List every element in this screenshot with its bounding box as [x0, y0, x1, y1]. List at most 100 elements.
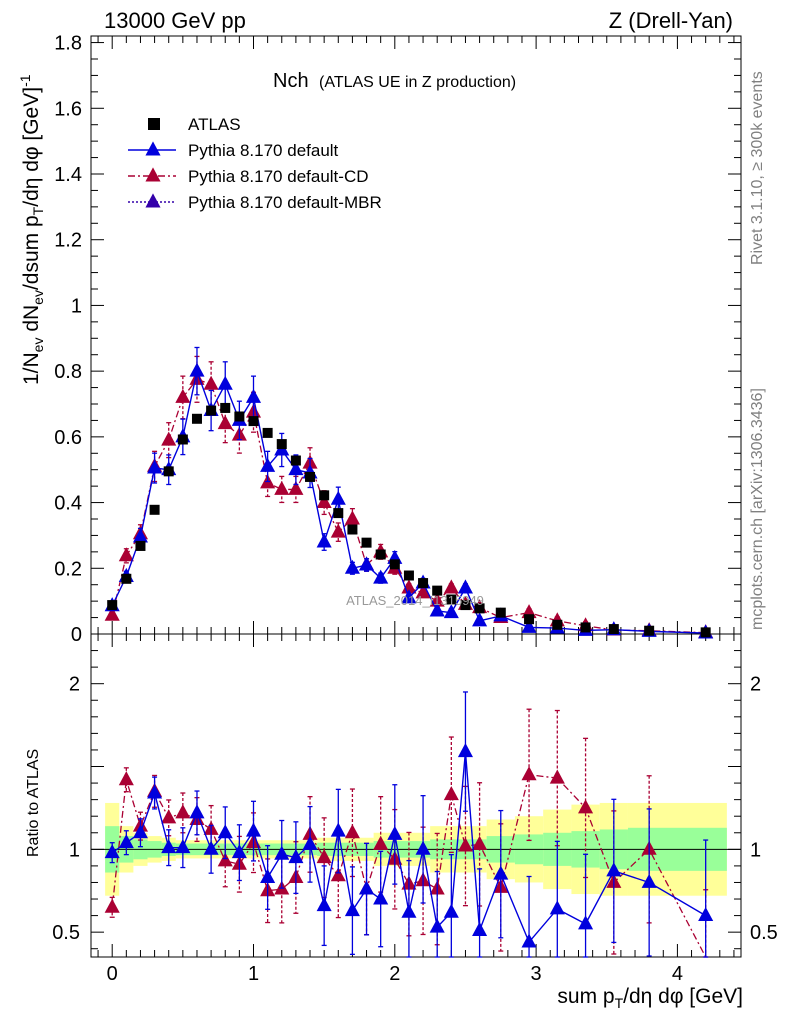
- series-line-default: [111, 368, 706, 634]
- point-default-cd: [415, 584, 431, 599]
- point-atlas: [418, 578, 429, 589]
- point-atlas: [495, 607, 506, 618]
- legend-marker-2: [145, 167, 161, 182]
- ratio-point-default: [373, 890, 389, 905]
- point-atlas: [121, 573, 132, 584]
- point-default: [457, 579, 473, 594]
- ratio-point-default: [260, 868, 276, 883]
- point-atlas: [319, 490, 330, 501]
- y-tick-label-main: 1.8: [54, 33, 82, 55]
- point-default: [472, 612, 488, 627]
- x-tick-label: 2: [389, 963, 400, 985]
- ratio-point-default: [493, 865, 509, 880]
- ratio-point-default: [104, 844, 120, 859]
- point-default: [217, 375, 233, 390]
- point-atlas: [361, 537, 372, 548]
- legend-marker-1: [145, 141, 161, 156]
- point-default-cd: [274, 480, 290, 495]
- y-tick-label-main: 1.6: [54, 98, 82, 120]
- ratio-point-default-cd: [521, 766, 537, 781]
- point-default: [245, 388, 262, 403]
- ratio-point-default-cd: [457, 837, 473, 852]
- ratio-point-default-cd: [161, 809, 177, 824]
- point-default-cd: [316, 493, 332, 509]
- series-line-default-cd: [111, 378, 706, 634]
- legend-label-1: Pythia 8.170 default: [188, 141, 339, 160]
- ratio-point-default: [472, 921, 488, 936]
- point-atlas: [220, 402, 231, 413]
- ratio-point-default-cd: [217, 852, 233, 867]
- y-tick-label-ratio: 2: [69, 674, 80, 696]
- ratio-point-default: [443, 903, 459, 918]
- point-default: [373, 569, 389, 584]
- point-atlas: [276, 439, 287, 450]
- y-tick-label-main: 0.2: [54, 558, 82, 580]
- data-series: [104, 346, 714, 958]
- ratio-point-default: [175, 839, 191, 854]
- point-default-cd: [443, 579, 459, 594]
- point-default: [521, 618, 537, 633]
- point-default: [330, 490, 346, 505]
- point-atlas: [474, 603, 485, 614]
- x-tick-label: 3: [531, 963, 542, 985]
- ratio-point-default: [344, 902, 360, 917]
- ratio-point-default: [457, 743, 473, 758]
- point-atlas: [234, 411, 245, 422]
- point-default: [429, 602, 445, 617]
- ratio-point-default: [274, 845, 290, 860]
- point-atlas: [347, 524, 358, 535]
- plot-frames: [90, 35, 742, 958]
- x-tick-label: 1: [248, 963, 259, 985]
- point-default: [132, 528, 148, 543]
- y-tick-label-ratio-right: 1: [750, 839, 761, 861]
- point-atlas: [107, 600, 118, 611]
- point-default: [316, 533, 332, 548]
- ratio-point-default: [217, 824, 233, 839]
- legend-marker-3: [145, 193, 161, 208]
- point-default-cd: [401, 579, 417, 594]
- legend-label-0: ATLAS: [188, 115, 241, 134]
- ratio-line-default: [111, 751, 707, 944]
- ratio-point-default: [330, 822, 346, 837]
- point-default: [344, 559, 360, 574]
- point-atlas: [460, 600, 471, 611]
- ratio-point-default: [118, 834, 134, 849]
- ratio-point-default: [641, 873, 657, 888]
- ratio-point-default: [606, 862, 622, 877]
- point-atlas: [248, 416, 259, 427]
- point-atlas: [644, 625, 655, 636]
- x-tick-label: 4: [672, 963, 683, 985]
- point-atlas: [608, 624, 619, 635]
- point-atlas: [191, 413, 202, 424]
- x-axis-label: sum pT/dη dφ [GeV]: [557, 985, 743, 1011]
- side-label-mcplots: mcplots.cern.ch [arXiv:1306.3436]: [749, 388, 766, 630]
- ratio-point-default: [302, 835, 318, 850]
- point-atlas: [375, 549, 386, 560]
- point-default-cd: [288, 480, 304, 495]
- ratio-point-default: [132, 824, 148, 839]
- ratio-point-default-cd: [118, 771, 134, 786]
- point-atlas: [135, 540, 146, 551]
- header-left: 13000 GeV pp: [104, 8, 246, 33]
- ratio-point-default-cd: [549, 769, 565, 784]
- y-tick-label-main: 0: [71, 624, 82, 646]
- ratio-point-default: [387, 825, 403, 840]
- point-atlas: [177, 434, 188, 445]
- point-default: [359, 556, 375, 571]
- point-atlas: [700, 627, 711, 638]
- ratio-frame: [90, 633, 742, 958]
- y-tick-label-ratio-right: 0.5: [750, 922, 778, 944]
- point-atlas: [333, 508, 344, 519]
- ratio-point-default: [231, 844, 247, 859]
- ratio-point-default-cd: [104, 898, 120, 913]
- point-atlas: [290, 455, 301, 466]
- ratio-point-default: [203, 840, 219, 855]
- ratio-point-default-cd: [373, 835, 389, 850]
- y-tick-label-main: 0.4: [54, 493, 82, 515]
- ratio-point-default: [189, 804, 205, 819]
- y-axis-label-main: 1/Nev dNev/dsum pT/dη dφ [GeV]-1: [17, 74, 46, 385]
- plot-title-sub: (ATLAS UE in Z production): [319, 74, 516, 91]
- point-atlas: [149, 504, 160, 515]
- ratio-point-default: [549, 900, 565, 915]
- legend-marker-atlas: [148, 118, 160, 130]
